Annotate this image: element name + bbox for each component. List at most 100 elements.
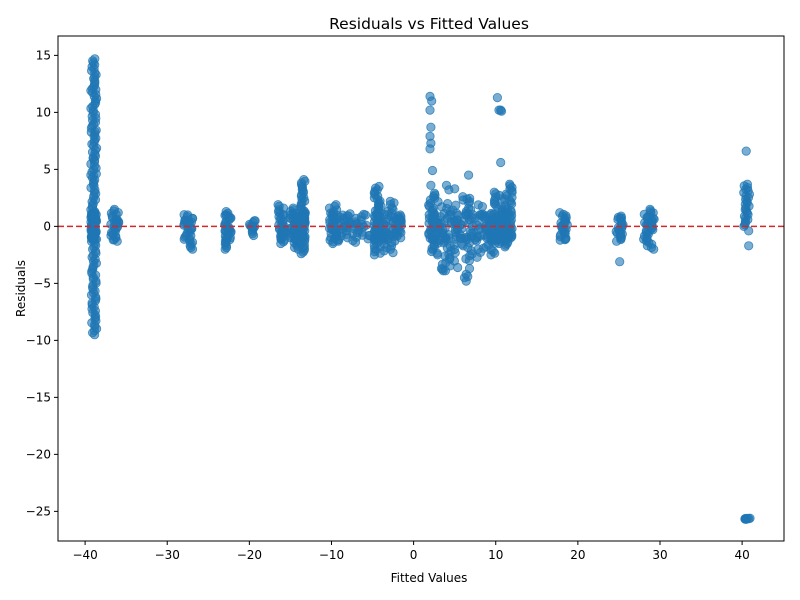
scatter-point xyxy=(299,175,309,185)
scatter-point xyxy=(439,208,449,219)
scatter-point xyxy=(473,200,483,210)
scatter-point xyxy=(492,93,502,103)
scatter-point xyxy=(438,266,448,276)
scatter-point xyxy=(455,233,465,243)
scatter-point xyxy=(300,218,310,228)
scatter-point xyxy=(616,233,626,243)
scatter-point xyxy=(442,199,453,209)
scatter-point xyxy=(506,233,516,243)
scatter-point xyxy=(374,181,384,192)
scatter-point xyxy=(357,220,367,230)
y-tick-label: 15 xyxy=(36,48,51,62)
y-axis-label: Residuals xyxy=(14,260,28,317)
scatter-point xyxy=(744,226,754,236)
scatter-point xyxy=(450,184,460,194)
plot-area xyxy=(57,35,785,542)
scatter-point xyxy=(613,212,624,222)
scatter-point xyxy=(429,188,440,198)
scatter-point xyxy=(467,213,477,223)
scatter-point xyxy=(184,217,194,227)
scatter-point xyxy=(89,218,99,228)
scatter-point xyxy=(369,217,380,227)
scatter-point xyxy=(496,106,507,116)
scatter-point xyxy=(380,217,390,227)
scatter-point xyxy=(342,211,352,221)
scatter-point xyxy=(89,232,99,242)
scatter-point xyxy=(425,144,435,154)
y-tick-label: −10 xyxy=(26,333,51,347)
y-tick-label: 0 xyxy=(43,219,51,233)
scatter-point xyxy=(395,217,405,227)
axes-frame xyxy=(57,35,785,542)
scatter-point xyxy=(181,231,191,241)
y-tick-label: 10 xyxy=(36,105,51,119)
scatter-point xyxy=(560,235,570,245)
scatter-point xyxy=(457,223,467,234)
scatter-point xyxy=(377,227,387,238)
scatter-point xyxy=(106,208,117,218)
scatter-point xyxy=(438,225,448,235)
scatter-point xyxy=(741,146,751,156)
x-tick-label: 0 xyxy=(410,548,418,562)
x-tick-label: −20 xyxy=(237,548,262,562)
scatter-point xyxy=(744,241,754,251)
scatter-point xyxy=(427,96,437,106)
scatter-point xyxy=(462,194,472,204)
scatter-point xyxy=(496,157,506,168)
x-tick-label: −10 xyxy=(319,548,344,562)
scatter-point xyxy=(506,215,516,225)
scatter-point xyxy=(86,170,96,180)
scatter-point xyxy=(470,234,480,245)
scatter-point xyxy=(647,216,657,226)
y-tick-label: 5 xyxy=(43,162,51,176)
scatter-point xyxy=(642,235,652,245)
scatter-point xyxy=(489,187,499,197)
y-axis: −25 −20 −15 −10 −5 0 5 10 15 xyxy=(26,48,58,518)
scatter-point xyxy=(464,263,475,274)
scatter-point xyxy=(615,257,625,267)
x-axis: −40 −30 −20 −10 0 10 20 30 40 xyxy=(72,541,750,562)
scatter-point xyxy=(505,179,515,189)
scatter-point xyxy=(463,170,474,180)
chart-title: Residuals vs Fitted Values xyxy=(329,15,529,33)
scatter-points xyxy=(86,54,755,524)
scatter-point xyxy=(88,153,98,163)
scatter-point xyxy=(490,209,500,219)
scatter-point xyxy=(333,220,343,230)
scatter-point xyxy=(221,210,231,220)
x-tick-label: −40 xyxy=(72,548,97,562)
scatter-point xyxy=(427,165,438,176)
scatter-point xyxy=(273,200,283,210)
scatter-point xyxy=(472,220,482,230)
scatter-point xyxy=(90,54,100,64)
x-tick-label: 40 xyxy=(734,548,749,562)
scatter-point xyxy=(90,127,100,137)
scatter-point xyxy=(385,196,395,206)
scatter-point xyxy=(278,210,288,220)
scatter-point xyxy=(426,180,436,190)
x-tick-label: 30 xyxy=(652,548,667,562)
scatter-point xyxy=(425,105,435,115)
scatter-point xyxy=(745,513,755,523)
scatter-point xyxy=(359,209,369,219)
scatter-point xyxy=(331,200,341,210)
scatter-point xyxy=(91,85,101,95)
x-tick-label: 10 xyxy=(488,548,503,562)
x-tick-label: −30 xyxy=(155,548,180,562)
scatter-point xyxy=(276,234,286,244)
scatter-point xyxy=(220,225,230,235)
scatter-point xyxy=(500,209,511,219)
scatter-point xyxy=(376,201,386,211)
scatter-point xyxy=(463,271,473,282)
scatter-point xyxy=(742,179,753,189)
scatter-point xyxy=(426,122,436,132)
x-axis-label: Fitted Values xyxy=(391,571,468,585)
y-tick-label: −20 xyxy=(26,447,51,461)
scatter-point xyxy=(108,235,118,245)
y-tick-label: −15 xyxy=(26,390,51,404)
x-tick-label: 20 xyxy=(570,548,585,562)
scatter-point xyxy=(424,210,434,220)
y-tick-label: −25 xyxy=(26,504,51,518)
